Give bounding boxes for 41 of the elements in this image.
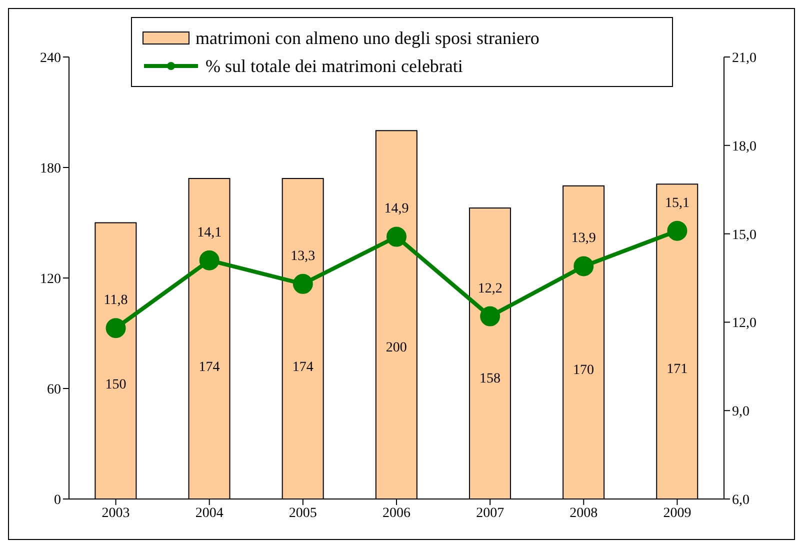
- y2-tick-label: 6,0: [732, 492, 750, 508]
- data-label: 15,1: [664, 196, 690, 211]
- point: [574, 256, 594, 276]
- x-tick-label: 2004: [195, 506, 224, 521]
- point: [292, 274, 313, 294]
- y-tick-label: 60: [47, 382, 61, 398]
- data-label: 14,1: [197, 225, 222, 240]
- data-label: 170: [573, 362, 594, 378]
- x-tick-label: 2008: [570, 506, 598, 521]
- legend-label: % sul totale dei matrimoni celebrati: [206, 56, 463, 76]
- y-tick-label: 180: [40, 161, 61, 176]
- y-tick-label: 240: [40, 50, 61, 66]
- y-tick-label: 0: [54, 492, 61, 508]
- y2-tick-label: 18,0: [732, 139, 756, 154]
- data-label: 12,2: [478, 281, 502, 296]
- x-tick-label: 2006: [382, 506, 410, 521]
- point: [199, 250, 220, 270]
- y2-tick-label: 12,0: [732, 316, 756, 332]
- x-tick-label: 2003: [102, 506, 130, 521]
- data-label: 14,9: [384, 202, 409, 217]
- point: [386, 226, 406, 247]
- data-label: 150: [105, 378, 126, 392]
- legend-label: matrimoni con almeno uno degli sposi straniero: [196, 28, 540, 48]
- point: [667, 220, 688, 241]
- point: [480, 306, 500, 326]
- y2-tick-label: 21,0: [732, 50, 756, 66]
- data-label: 13,9: [571, 231, 596, 246]
- data-label: 13,3: [290, 248, 316, 264]
- y2-tick-label: 15,0: [732, 228, 756, 243]
- data-label: 158: [479, 372, 500, 387]
- data-label: 174: [198, 360, 220, 375]
- x-tick-label: 2005: [288, 506, 317, 521]
- x-tick-label: 2007: [476, 506, 504, 521]
- data-label: 200: [386, 340, 407, 356]
- data-label: 174: [292, 360, 314, 375]
- data-label: 11,8: [104, 293, 128, 308]
- point: [106, 318, 126, 338]
- y2-tick-label: 9,0: [732, 404, 750, 420]
- y-tick-label: 120: [40, 272, 61, 287]
- x-tick-label: 2009: [663, 506, 692, 521]
- data-label: 171: [666, 362, 688, 378]
